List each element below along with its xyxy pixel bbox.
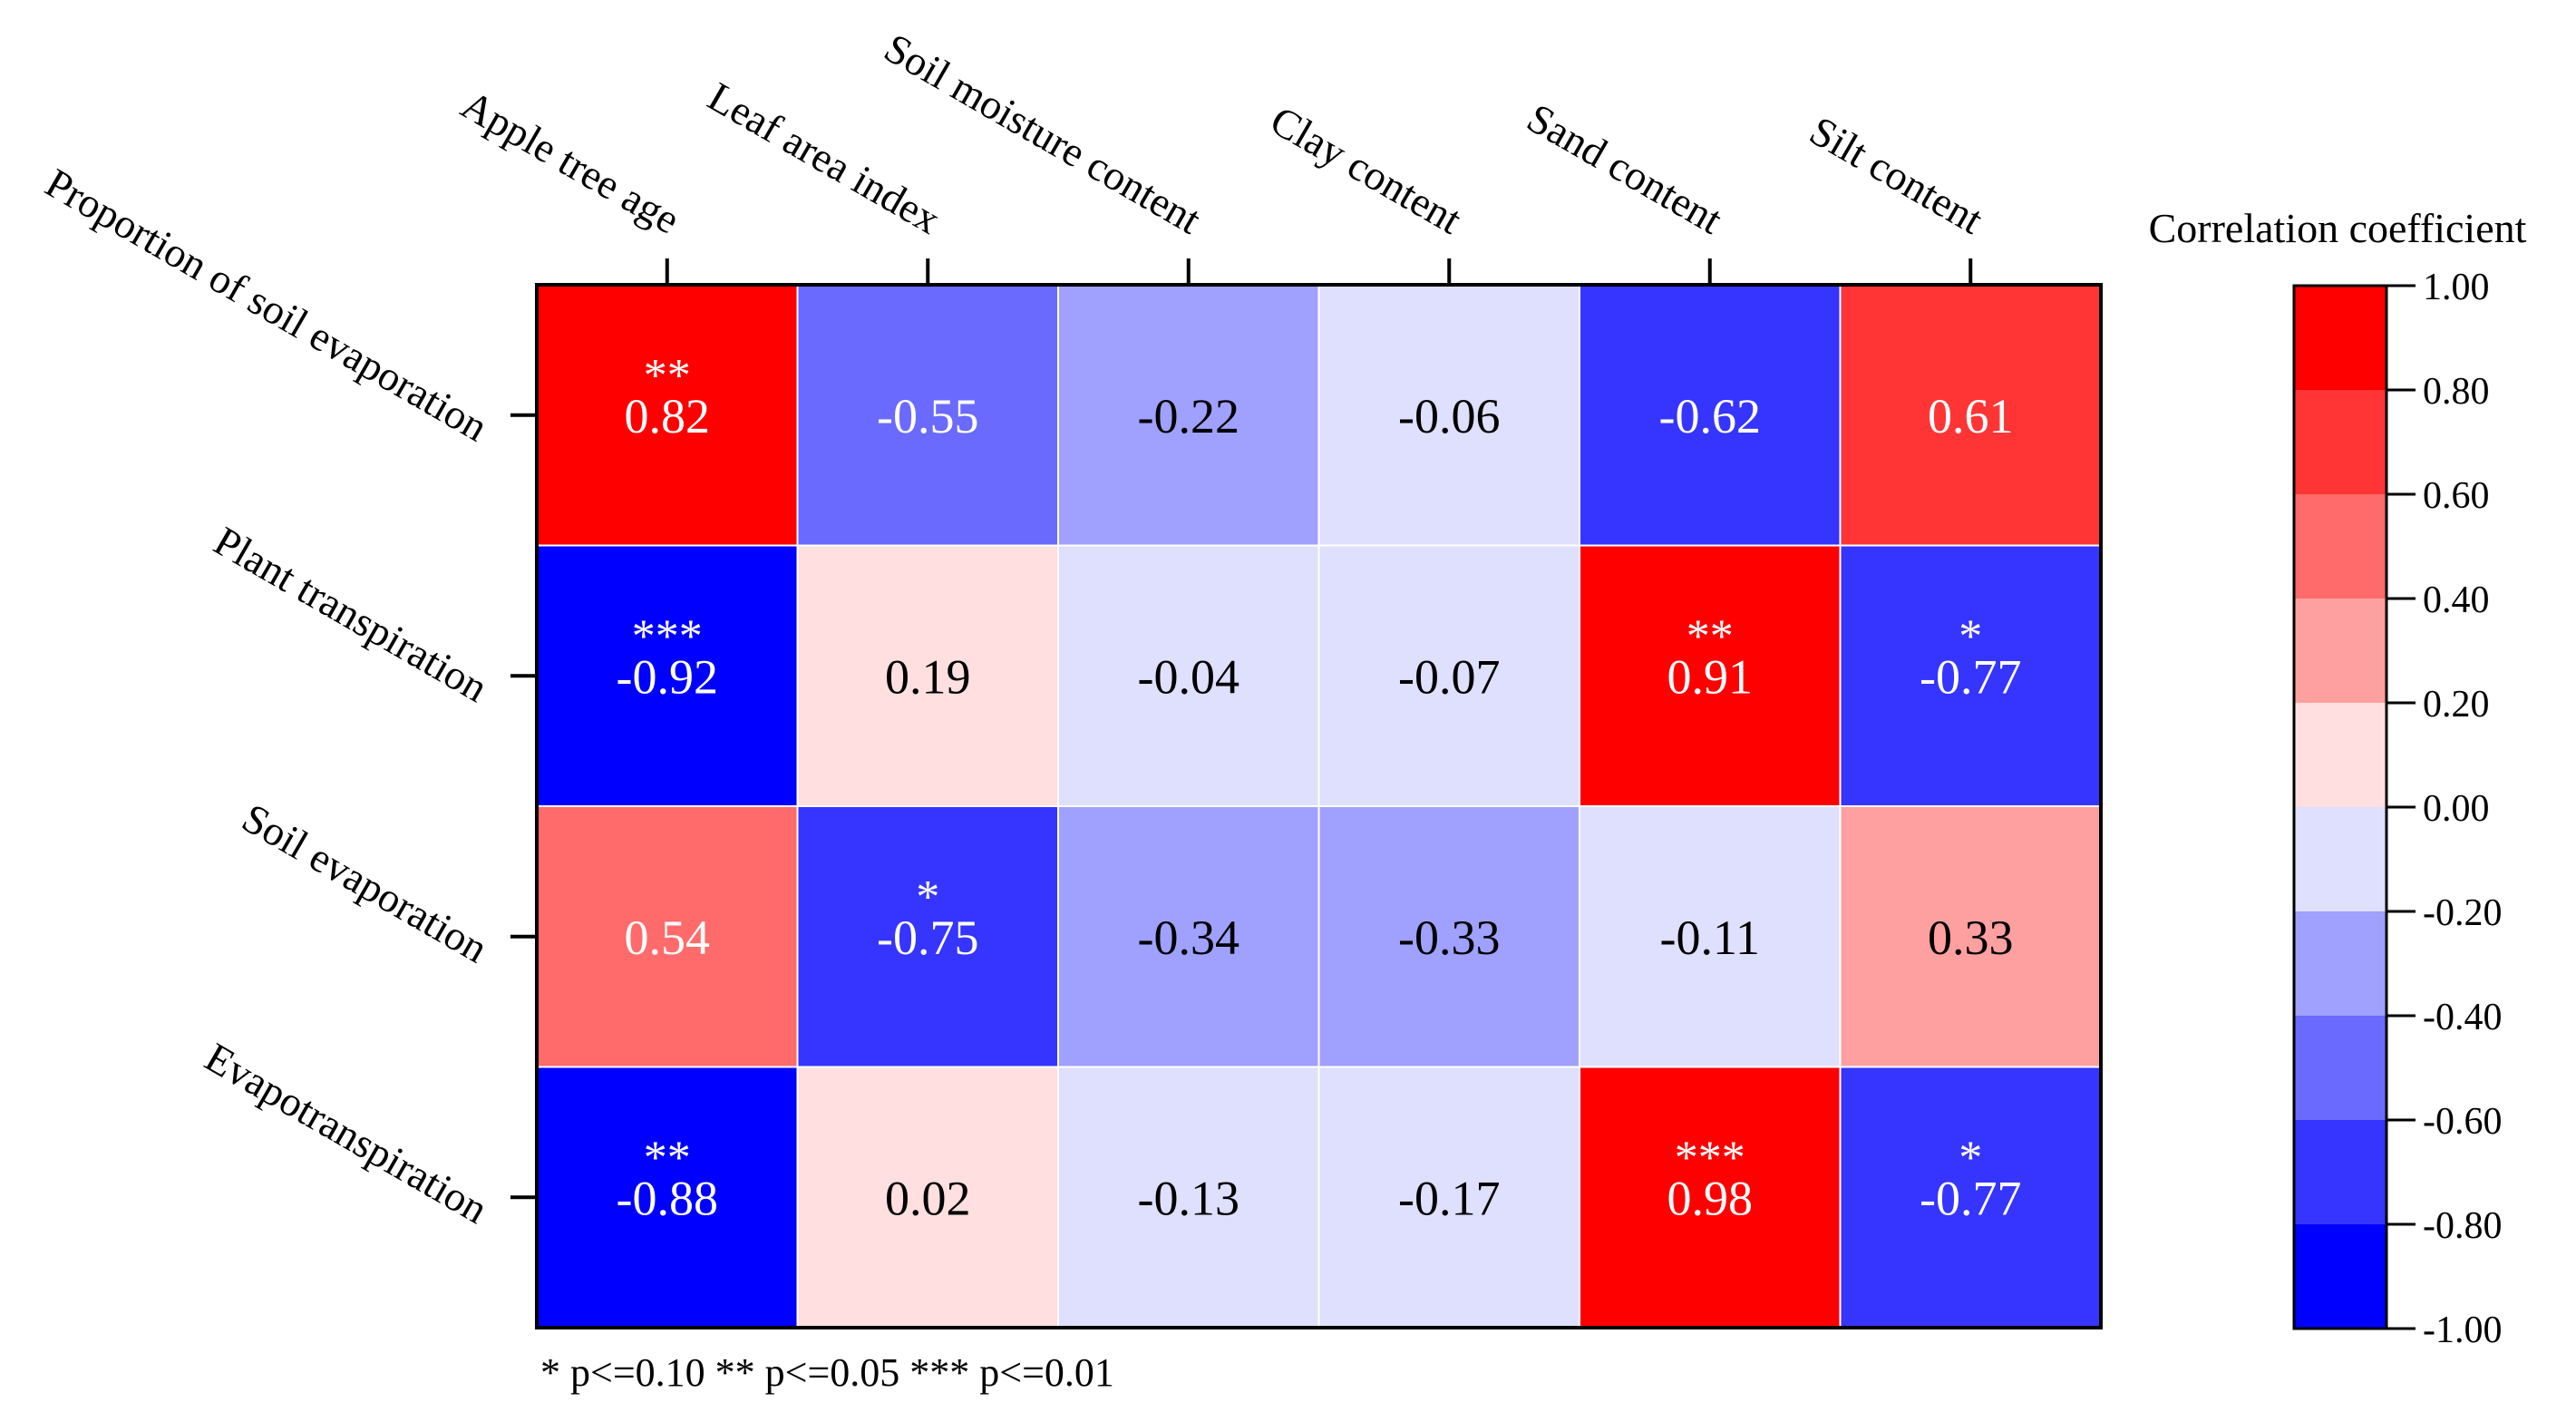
data-label: -0.75 — [877, 910, 978, 965]
data-label: 0.19 — [885, 649, 971, 704]
heatmap-cell — [536, 284, 799, 547]
col-label-apple-tree-age: Apple tree age — [453, 81, 687, 242]
colorbar-bin — [2294, 1120, 2386, 1225]
heatmap-cell — [1579, 284, 1842, 547]
colorbar: 1.00 0.80 0.60 0.40 0.20 0.00 -0.20 -0.40 -0.60 -… — [2292, 267, 2503, 1351]
data-label: 0.61 — [1928, 389, 2014, 443]
heatmap-cell — [1839, 805, 2102, 1068]
data-label: -0.11 — [1660, 910, 1760, 965]
colorbar-tick-label: -0.20 — [2423, 892, 2503, 934]
colorbar-tick-label: 1.00 — [2423, 267, 2490, 308]
colorbar-tick-label: -0.60 — [2423, 1101, 2503, 1143]
significance-label: ** — [644, 1132, 691, 1183]
data-label: -0.07 — [1398, 649, 1500, 704]
data-label: 0.91 — [1667, 649, 1754, 704]
column-ticks — [665, 258, 1973, 285]
data-label: -0.55 — [877, 389, 978, 443]
data-label: -0.04 — [1138, 649, 1239, 704]
data-label: 0.54 — [625, 910, 711, 965]
plot-frame — [535, 283, 2103, 1329]
row-labels: Proportion of soil evaporation Plant tran… — [38, 160, 496, 1232]
row-ticks — [510, 413, 537, 1200]
row-label-evapotranspiration: Evapotranspiration — [198, 1034, 496, 1232]
significance-label: * — [916, 872, 939, 923]
colorbar-tick-label: 0.20 — [2423, 684, 2490, 725]
colorbar-tick-label: 0.60 — [2423, 475, 2490, 517]
colorbar-bin — [2294, 1016, 2386, 1121]
colorbar-bin — [2294, 703, 2386, 808]
heatmap-cell — [1839, 284, 2102, 547]
colorbar-tick-label: -1.00 — [2423, 1310, 2503, 1351]
heatmap-cell — [1317, 284, 1580, 547]
heatmap-cell — [1057, 1066, 1320, 1329]
colorbar-bin — [2294, 807, 2386, 912]
heatmap-cell — [1317, 805, 1580, 1068]
heatmap-cell — [1579, 1066, 1842, 1329]
cell-value-labels: **0.82 -0.55 -0.22 -0.06 -0.62 0.61***-0.92 0.… — [617, 350, 2022, 1226]
colorbar-bin — [2294, 286, 2386, 391]
row-label-plant-transpiration: Plant transpiration — [207, 517, 496, 710]
colorbar-tick-label: -0.40 — [2423, 997, 2503, 1038]
colorbar-title: Correlation coefficient — [2149, 205, 2527, 251]
colorbar-tick-label: -0.80 — [2423, 1205, 2503, 1247]
data-label: -0.34 — [1138, 910, 1239, 965]
heatmap-cell — [1057, 805, 1320, 1068]
significance-label: * — [1959, 610, 1982, 662]
data-label: -0.88 — [617, 1171, 718, 1225]
data-label: 0.98 — [1667, 1171, 1754, 1225]
heatmap-cell — [1579, 805, 1842, 1068]
row-label-proportion-of-soil-evaporation: Proportion of soil evaporation — [38, 160, 496, 451]
significance-label: ** — [644, 350, 691, 402]
heatmap-cell — [796, 544, 1059, 807]
colorbar-tick-label: 0.80 — [2423, 371, 2490, 413]
col-label-sand-content: Sand content — [1520, 94, 1731, 243]
data-label: -0.17 — [1398, 1171, 1500, 1225]
data-label: 0.02 — [885, 1171, 971, 1225]
colorbar-bin — [2294, 599, 2386, 704]
colorbar-bin — [2294, 1224, 2386, 1329]
heatmap-cell — [536, 1066, 799, 1329]
colorbar-tick-label: 0.00 — [2423, 788, 2490, 830]
heatmap-cell — [796, 805, 1059, 1068]
data-label: -0.22 — [1138, 389, 1239, 443]
data-label: 0.33 — [1928, 910, 2014, 965]
significance-label: *** — [632, 610, 703, 662]
data-label: -0.33 — [1398, 910, 1500, 965]
heatmap-cell — [1839, 544, 2102, 807]
data-label: -0.92 — [617, 649, 718, 704]
heatmap-cell — [1317, 1066, 1580, 1329]
heatmap-cell — [796, 1066, 1059, 1329]
colorbar-bin — [2294, 390, 2386, 495]
significance-label: *** — [1675, 1132, 1745, 1183]
data-label: -0.77 — [1920, 649, 2021, 704]
heatmap-cells — [536, 284, 2102, 1329]
colorbar-bin — [2294, 494, 2386, 599]
significance-label: ** — [1687, 610, 1734, 662]
significance-label: * — [1959, 1132, 1982, 1183]
data-label: -0.06 — [1398, 389, 1500, 443]
heatmap-cell — [1317, 544, 1580, 807]
data-label: -0.13 — [1138, 1171, 1239, 1225]
data-label: 0.82 — [625, 389, 711, 443]
heatmap-cell — [536, 805, 799, 1068]
colorbar-bin — [2294, 911, 2386, 1017]
heatmap-cell — [536, 544, 799, 807]
colorbar-tick-label: 0.40 — [2423, 579, 2490, 621]
col-label-silt-content: Silt content — [1803, 107, 1991, 243]
data-label: -0.62 — [1659, 389, 1761, 443]
heatmap-cell — [796, 284, 1059, 547]
data-label: -0.77 — [1920, 1171, 2021, 1225]
row-label-soil-evaporation: Soil evaporation — [235, 794, 496, 972]
significance-footnote: * p<=0.10 ** p<=0.05 *** p<=0.01 — [540, 1350, 1114, 1395]
col-label-leaf-area-index: Leaf area index — [701, 73, 948, 242]
col-label-clay-content: Clay content — [1263, 97, 1470, 243]
